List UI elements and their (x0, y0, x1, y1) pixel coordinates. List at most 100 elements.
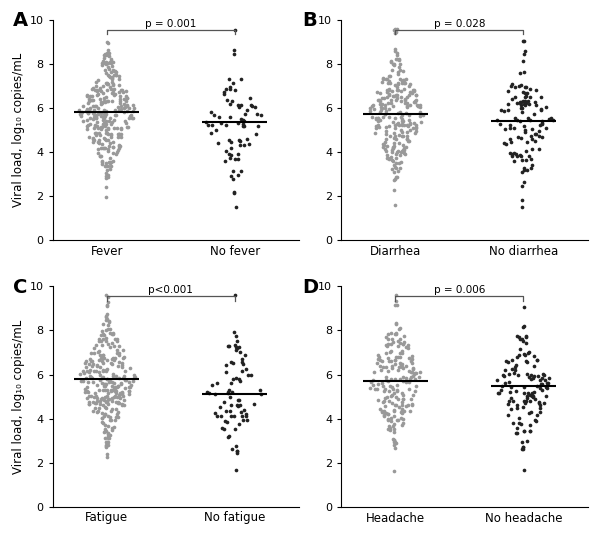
Point (232, 447, 242, 455)
Point (382, 74, 392, 83)
Point (116, 85, 126, 94)
Point (379, 397, 389, 405)
Point (398, 340, 407, 349)
Point (379, 387, 389, 396)
Point (410, 369, 419, 378)
Point (411, 123, 421, 132)
Point (251, 130, 260, 139)
Point (500, 139, 509, 147)
Point (98, 419, 108, 427)
Point (107, 338, 116, 347)
Point (520, 427, 529, 436)
Point (101, 397, 111, 406)
Point (83, 125, 92, 133)
Point (383, 354, 393, 362)
Point (100, 98, 110, 106)
Point (383, 424, 393, 433)
Point (396, 414, 406, 423)
Point (397, 420, 407, 429)
Point (525, 116, 535, 125)
Point (110, 354, 120, 362)
Point (372, 359, 382, 367)
Point (371, 384, 380, 393)
Point (95, 84, 105, 93)
Point (98, 386, 108, 394)
Point (101, 438, 110, 447)
Point (376, 102, 386, 111)
Point (224, 149, 233, 158)
Point (82, 357, 91, 366)
Point (98, 59, 107, 67)
Point (109, 124, 119, 133)
Point (512, 116, 522, 125)
Point (100, 121, 110, 129)
Point (390, 25, 400, 33)
Point (101, 426, 110, 435)
Point (97, 417, 107, 426)
Point (520, 165, 529, 174)
Point (95, 397, 105, 405)
Point (96, 109, 106, 118)
Point (109, 138, 118, 147)
Point (380, 93, 389, 102)
Point (226, 143, 236, 152)
Point (108, 370, 118, 379)
Point (98, 366, 108, 374)
Point (128, 101, 138, 110)
Point (128, 376, 138, 385)
Point (97, 331, 106, 339)
Point (398, 146, 408, 154)
Point (492, 376, 502, 385)
Point (397, 389, 407, 397)
Point (95, 86, 104, 95)
Point (103, 400, 113, 408)
Point (80, 359, 90, 367)
Point (242, 416, 251, 424)
Point (109, 143, 118, 151)
Point (115, 81, 124, 89)
Point (227, 444, 237, 453)
Point (401, 99, 410, 107)
Point (382, 85, 391, 94)
Point (392, 381, 401, 389)
Point (529, 393, 538, 401)
Point (117, 388, 127, 397)
Point (227, 150, 236, 159)
Text: C: C (13, 278, 28, 296)
Point (216, 119, 226, 127)
Point (382, 342, 391, 351)
Point (207, 380, 217, 389)
Point (497, 381, 507, 390)
Point (109, 67, 119, 75)
Point (512, 401, 521, 410)
Point (520, 93, 530, 101)
Point (90, 86, 100, 95)
Point (503, 105, 513, 114)
Point (93, 407, 103, 415)
Point (103, 355, 112, 364)
Point (232, 337, 241, 345)
Point (97, 122, 106, 131)
Point (106, 343, 115, 352)
Point (377, 356, 387, 365)
Point (103, 438, 112, 447)
Point (98, 394, 107, 403)
Point (508, 355, 517, 364)
Point (100, 409, 110, 418)
Point (95, 400, 105, 409)
Point (520, 125, 530, 134)
Point (521, 357, 531, 365)
Point (103, 135, 112, 144)
Point (389, 420, 399, 429)
Point (91, 121, 100, 130)
Point (376, 362, 385, 371)
Point (398, 141, 407, 150)
Point (503, 400, 513, 408)
Point (226, 85, 235, 93)
Point (94, 337, 104, 346)
Point (536, 92, 545, 101)
Point (379, 363, 388, 372)
Point (373, 396, 383, 404)
Point (232, 373, 241, 382)
Point (510, 363, 520, 372)
